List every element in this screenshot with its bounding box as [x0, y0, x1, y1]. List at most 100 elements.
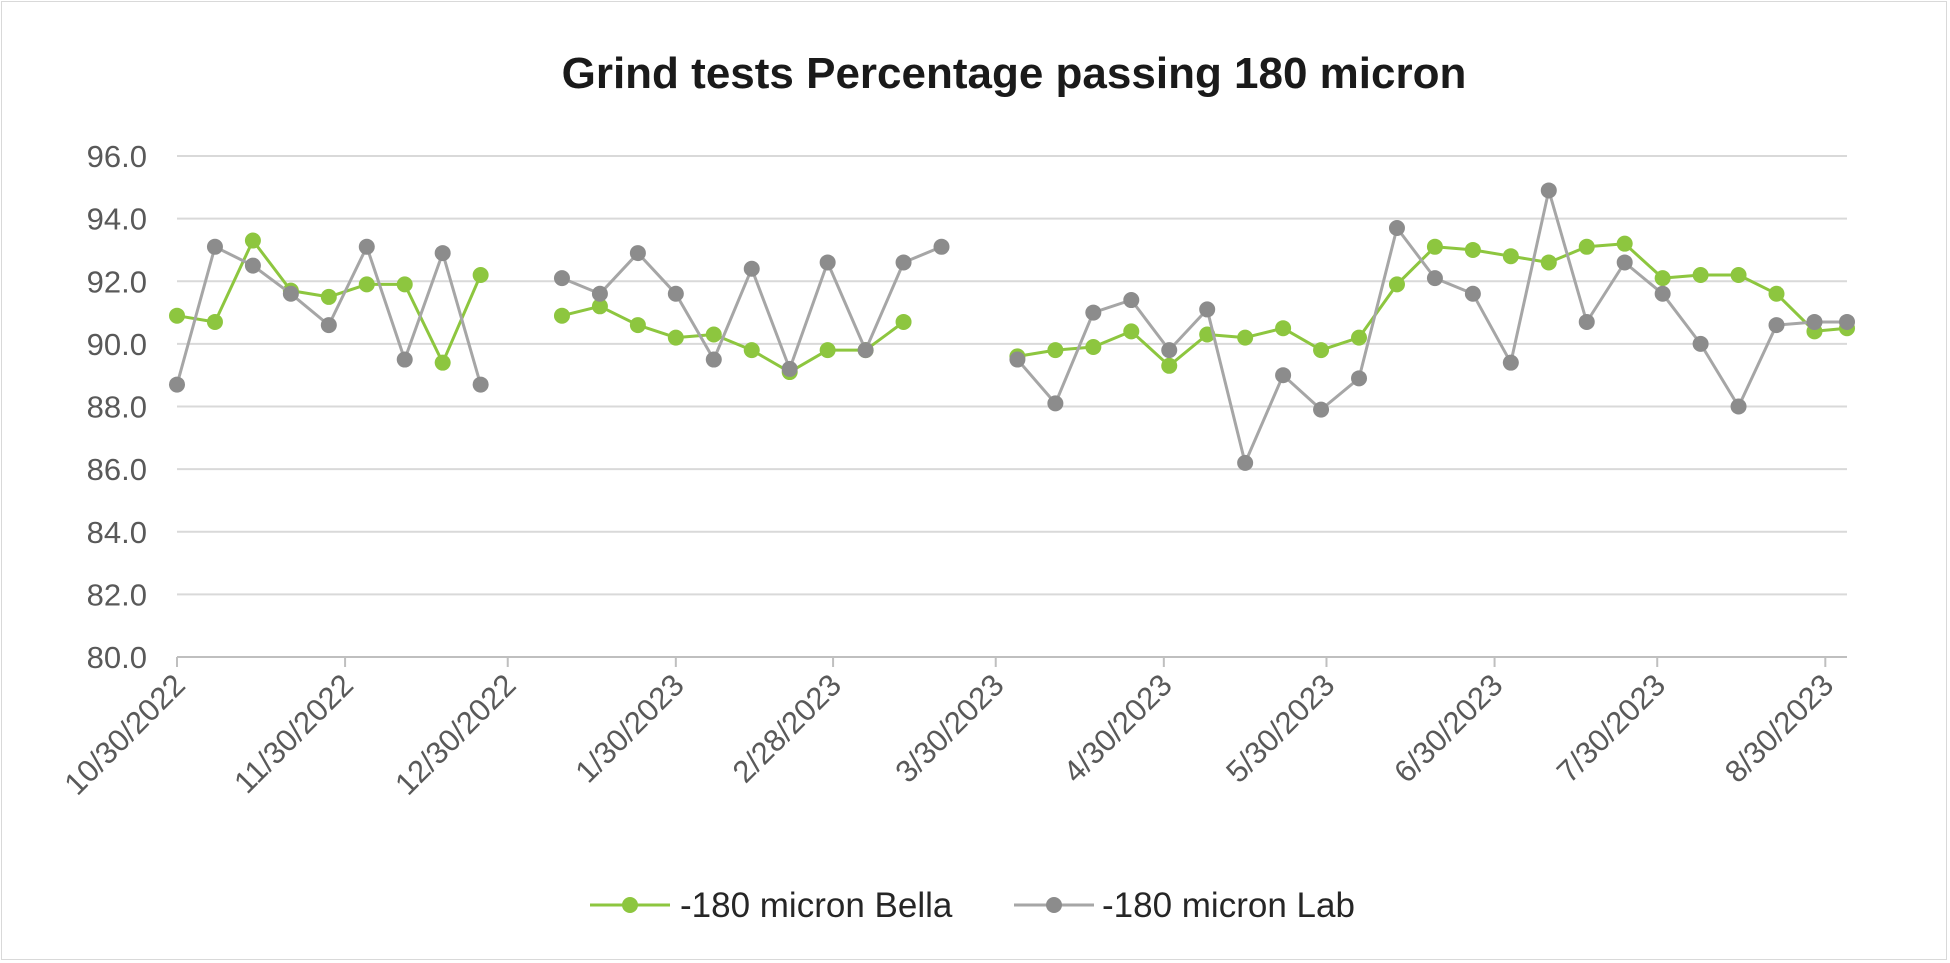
- data-point[interactable]: [1275, 320, 1292, 337]
- y-axis: 80.0 82.0 84.0 86.0 88.0 90.0 92.0 94.0 96.0: [87, 139, 147, 675]
- data-point[interactable]: [591, 285, 608, 302]
- series-lab: [169, 182, 1855, 471]
- data-point[interactable]: [1502, 354, 1519, 371]
- data-point[interactable]: [1426, 270, 1443, 287]
- data-point[interactable]: [206, 238, 223, 255]
- series-layer: [169, 182, 1855, 471]
- data-point[interactable]: [1351, 329, 1368, 346]
- x-tick-label: 2/28/2023: [726, 667, 848, 789]
- data-point[interactable]: [667, 329, 684, 346]
- x-tick-label: 8/30/2023: [1718, 667, 1840, 789]
- data-point[interactable]: [1578, 238, 1595, 255]
- data-point[interactable]: [244, 257, 261, 274]
- y-tick-label: 88.0: [87, 390, 147, 425]
- x-axis: 10/30/2022 11/30/2022 12/30/2022 1/30/2023 2…: [57, 657, 1840, 802]
- data-point[interactable]: [1275, 367, 1292, 384]
- data-point[interactable]: [1426, 238, 1443, 255]
- legend-label-bella[interactable]: -180 micron Bella: [680, 886, 953, 925]
- legend-label-lab[interactable]: -180 micron Lab: [1102, 886, 1355, 925]
- data-point[interactable]: [472, 266, 489, 283]
- data-point[interactable]: [1616, 254, 1633, 271]
- data-point[interactable]: [1388, 276, 1405, 293]
- data-point[interactable]: [434, 354, 451, 371]
- data-point[interactable]: [396, 351, 413, 368]
- data-point[interactable]: [1578, 313, 1595, 330]
- data-point[interactable]: [819, 342, 836, 359]
- data-point[interactable]: [1654, 270, 1671, 287]
- data-point[interactable]: [1616, 235, 1633, 252]
- data-point[interactable]: [1351, 370, 1368, 387]
- data-point[interactable]: [895, 254, 912, 271]
- x-tick-label: 12/30/2022: [388, 667, 522, 801]
- data-point[interactable]: [434, 245, 451, 262]
- data-point[interactable]: [667, 285, 684, 302]
- data-point[interactable]: [1839, 313, 1855, 330]
- data-point[interactable]: [1047, 342, 1064, 359]
- data-point[interactable]: [1313, 342, 1330, 359]
- data-point[interactable]: [320, 317, 337, 334]
- data-point[interactable]: [282, 285, 299, 302]
- x-tick-label: 11/30/2022: [227, 667, 360, 800]
- data-point[interactable]: [1540, 182, 1557, 199]
- data-point[interactable]: [743, 342, 760, 359]
- data-point[interactable]: [1768, 317, 1785, 334]
- data-point[interactable]: [169, 376, 185, 393]
- data-point[interactable]: [1123, 323, 1140, 340]
- x-tick-label: 10/30/2022: [57, 667, 191, 801]
- data-point[interactable]: [705, 351, 722, 368]
- data-point[interactable]: [553, 307, 570, 324]
- data-point[interactable]: [1806, 313, 1823, 330]
- data-point[interactable]: [781, 360, 798, 377]
- data-point[interactable]: [1085, 304, 1102, 321]
- series-line: [561, 304, 905, 374]
- data-point[interactable]: [169, 307, 185, 324]
- data-point[interactable]: [629, 317, 646, 334]
- data-point[interactable]: [1540, 254, 1557, 271]
- chart-title: Grind tests Percentage passing 180 micro…: [562, 49, 1467, 98]
- data-point[interactable]: [358, 276, 375, 293]
- data-point[interactable]: [1692, 335, 1709, 352]
- data-point[interactable]: [1085, 339, 1102, 356]
- data-point[interactable]: [1692, 266, 1709, 283]
- x-tick-label: 7/30/2023: [1550, 667, 1672, 789]
- data-point[interactable]: [320, 288, 337, 305]
- data-point[interactable]: [1313, 401, 1330, 418]
- data-point[interactable]: [819, 254, 836, 271]
- data-point[interactable]: [591, 298, 608, 315]
- data-point[interactable]: [857, 342, 874, 359]
- data-point[interactable]: [244, 232, 261, 249]
- data-point[interactable]: [1047, 395, 1064, 412]
- x-tick-label: 4/30/2023: [1056, 667, 1178, 789]
- data-point[interactable]: [472, 376, 489, 393]
- data-point[interactable]: [1237, 329, 1254, 346]
- gridlines: [177, 155, 1847, 658]
- data-point[interactable]: [1654, 285, 1671, 302]
- data-point[interactable]: [206, 313, 223, 330]
- data-point[interactable]: [1464, 285, 1481, 302]
- data-point[interactable]: [1768, 285, 1785, 302]
- y-tick-label: 82.0: [87, 577, 147, 612]
- data-point[interactable]: [1161, 342, 1178, 359]
- data-point[interactable]: [1464, 241, 1481, 258]
- data-point[interactable]: [1237, 454, 1254, 471]
- data-point[interactable]: [933, 238, 950, 255]
- data-point[interactable]: [1009, 351, 1026, 368]
- data-point[interactable]: [553, 270, 570, 287]
- y-tick-label: 80.0: [87, 640, 147, 675]
- data-point[interactable]: [396, 276, 413, 293]
- data-point[interactable]: [1502, 248, 1519, 265]
- data-point[interactable]: [743, 260, 760, 277]
- data-point[interactable]: [1730, 266, 1747, 283]
- data-point[interactable]: [895, 313, 912, 330]
- series-line: [1017, 242, 1848, 368]
- data-point[interactable]: [358, 238, 375, 255]
- data-point[interactable]: [1161, 357, 1178, 374]
- data-point[interactable]: [1199, 301, 1216, 318]
- data-point[interactable]: [1123, 292, 1140, 309]
- data-point[interactable]: [1730, 398, 1747, 415]
- data-point[interactable]: [705, 326, 722, 343]
- data-point[interactable]: [629, 245, 646, 262]
- data-point[interactable]: [1388, 220, 1405, 237]
